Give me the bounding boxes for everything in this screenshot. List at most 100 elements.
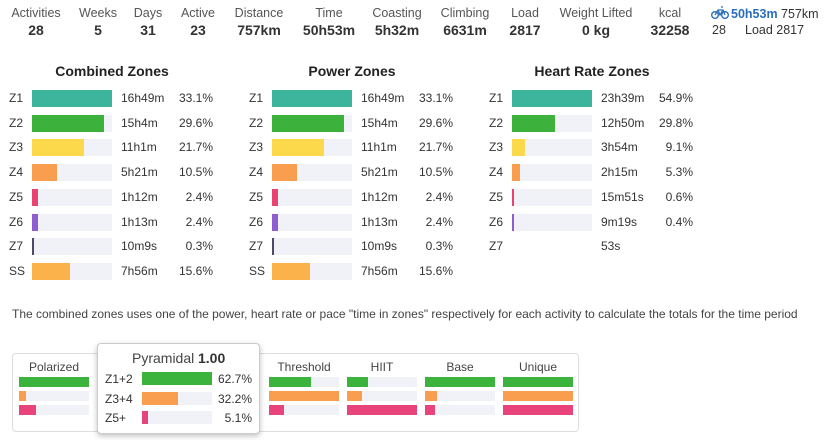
zone-group-title: Combined Zones — [55, 63, 169, 79]
bar-track — [512, 188, 592, 206]
zone-time: 1h13m — [121, 214, 158, 229]
zone-label: Z5 — [9, 189, 24, 204]
zone-label: Z3 — [9, 140, 24, 155]
zone-time: 16h49m — [361, 91, 405, 105]
zone-label: Z3 — [489, 140, 504, 155]
model-track — [19, 391, 89, 401]
zone-percent: 0.3% — [185, 239, 213, 254]
zone-percent: 29.6% — [178, 115, 213, 130]
zone-time: 1h12m — [361, 189, 398, 204]
bar-track — [32, 238, 112, 256]
summary-distance: 757km — [781, 7, 819, 21]
model-track — [347, 391, 417, 401]
model-track — [425, 391, 495, 401]
zone-label: Z2 — [489, 115, 504, 130]
zone-percent: 29.6% — [418, 115, 453, 130]
zone-time: 7h56m — [121, 263, 158, 278]
zone-bar — [32, 114, 104, 132]
zone-bar — [272, 164, 298, 182]
model-bar — [425, 377, 495, 387]
stat-label: Coasting — [372, 6, 422, 20]
stat-value: 6631m — [443, 22, 487, 38]
zone-label: Z4 — [9, 165, 24, 180]
zone-label: Z2 — [249, 115, 264, 130]
zone-bar — [32, 238, 34, 256]
zone-time: 5h21m — [121, 165, 158, 180]
stat-label: Activities — [11, 6, 61, 20]
zone-time: 16h49m — [121, 91, 165, 105]
zone-percent: 0.3% — [425, 239, 453, 254]
zone-time: 3h54m — [601, 140, 638, 155]
stat-label: Load — [511, 6, 539, 20]
zone-bar — [32, 262, 70, 280]
zone-label: Z4 — [249, 165, 264, 180]
zone-percent: 2.4% — [185, 189, 213, 204]
stat-value: 31 — [140, 22, 156, 38]
model-bar — [347, 391, 362, 401]
stat-value: 28 — [28, 22, 44, 38]
zone-bar — [512, 213, 514, 231]
zone-group-title: Heart Rate Zones — [534, 63, 650, 79]
models-panel — [12, 353, 579, 432]
zone-bar — [32, 213, 38, 231]
zone-time: 53s — [601, 239, 621, 254]
popup-value: 32.2% — [217, 391, 252, 406]
stat-label: Distance — [234, 6, 284, 20]
zone-label: Z7 — [9, 239, 24, 254]
popup-track — [142, 411, 212, 424]
model-bar — [19, 405, 36, 415]
zone-bar — [272, 90, 352, 107]
model-track — [19, 405, 89, 415]
zone-label: Z6 — [9, 214, 24, 229]
model-name: Unique — [518, 360, 558, 374]
stat-value: 757km — [237, 22, 281, 38]
zone-label: Z7 — [489, 239, 504, 254]
zone-time: 7h56m — [361, 263, 398, 278]
summary-duration: 50h53m — [731, 7, 778, 21]
model-bar — [19, 377, 89, 387]
zone-bar — [272, 139, 325, 157]
popup-bar — [142, 372, 212, 385]
zone-percent: 33.1% — [178, 91, 213, 105]
stat-value: 50h53m — [302, 22, 356, 38]
zone-percent: 54.9% — [658, 91, 693, 105]
zone-time: 11h1m — [121, 140, 157, 155]
zone-time: 5h21m — [361, 165, 398, 180]
zone-percent: 0.4% — [665, 214, 693, 229]
zone-label: Z1 — [9, 91, 24, 105]
bar-track — [272, 188, 352, 206]
model-bar — [347, 377, 369, 387]
zone-label: Z1 — [249, 91, 264, 105]
bar-track — [32, 213, 112, 231]
stat-value: 23 — [190, 22, 206, 38]
model-bar — [503, 405, 573, 415]
zone-bar — [512, 188, 514, 206]
zone-percent: 2.4% — [425, 189, 453, 204]
model-bar — [269, 391, 339, 401]
popup-label: Z3+4 — [105, 391, 133, 406]
zone-time: 10m9s — [361, 239, 398, 254]
zone-bar — [32, 139, 85, 157]
zone-bar — [512, 164, 520, 182]
zone-bar — [272, 262, 310, 280]
bike-icon — [711, 6, 729, 19]
zone-percent: 21.7% — [178, 140, 213, 155]
zone-time: 1h13m — [361, 214, 398, 229]
zone-percent: 2.4% — [425, 214, 453, 229]
zone-bar — [272, 188, 278, 206]
stat-label: Climbing — [440, 6, 490, 20]
zone-bar — [512, 114, 556, 132]
model-name: Threshold — [277, 360, 331, 374]
bar-track — [272, 238, 352, 256]
model-bar — [425, 391, 438, 401]
popup-value: 5.1% — [224, 411, 252, 425]
zone-bar — [32, 90, 112, 107]
zone-percent: 29.8% — [658, 115, 693, 130]
popup-value: 62.7% — [217, 372, 252, 386]
zone-time: 12h50m — [601, 115, 645, 130]
zone-percent: 9.1% — [665, 140, 693, 155]
zone-label: Z6 — [489, 214, 504, 229]
stat-value: 0 kg — [581, 22, 610, 38]
summary-load: Load 2817 — [745, 23, 805, 37]
bar-track — [32, 188, 112, 206]
